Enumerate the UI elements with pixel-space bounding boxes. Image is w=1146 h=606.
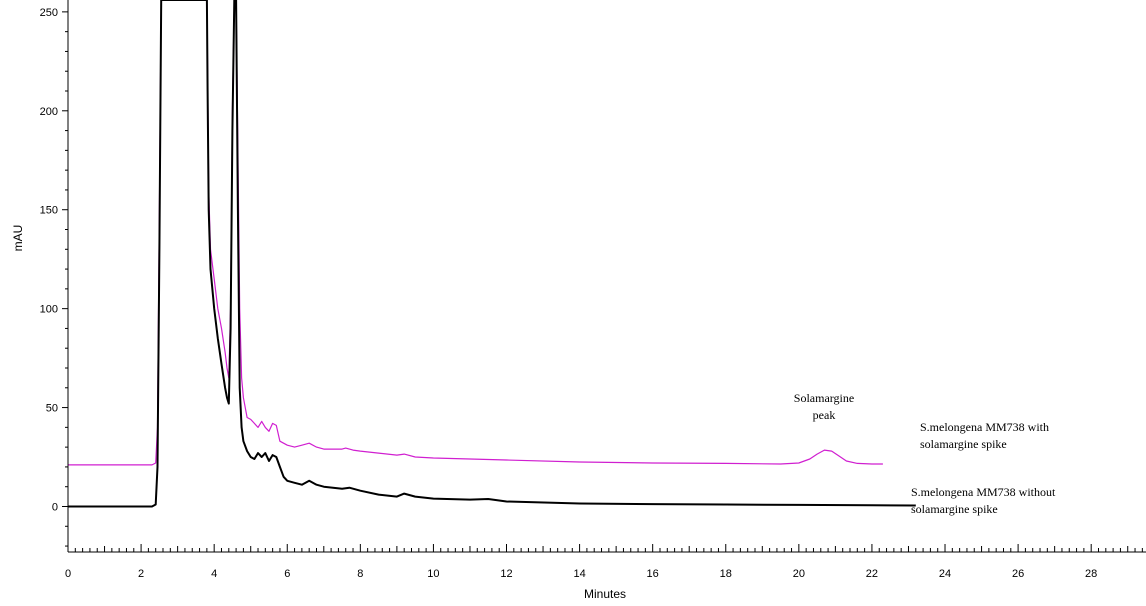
with-spike-label-line2: solamargine spike: [920, 437, 1007, 451]
series-line-0: [68, 0, 883, 466]
y-tick-label: 0: [52, 501, 58, 513]
x-tick-label: 0: [65, 568, 71, 580]
x-tick-label: 2: [138, 568, 144, 580]
x-tick-label: 24: [939, 568, 951, 580]
x-tick-label: 12: [500, 568, 512, 580]
x-tick-label: 6: [284, 568, 290, 580]
y-tick-label: 200: [40, 106, 58, 118]
x-tick-label: 20: [793, 568, 805, 580]
without-spike-label-line2: solamargine spike: [911, 502, 998, 516]
x-tick-label: 28: [1085, 568, 1097, 580]
with-spike-label-line1: S.melongena MM738 with: [920, 420, 1049, 434]
plot-area: [68, 0, 916, 508]
series-line-1: [68, 0, 916, 508]
without-spike-label-line1: S.melongena MM738 without: [911, 485, 1056, 499]
y-tick-label: 250: [40, 7, 58, 19]
solamargine-peak-label-line1: Solamargine: [794, 391, 854, 405]
solamargine-peak-label-line2: peak: [813, 408, 836, 422]
y-tick-label: 100: [40, 304, 58, 316]
x-tick-label: 10: [427, 568, 439, 580]
x-tick-label: 4: [211, 568, 217, 580]
y-tick-label: 50: [46, 403, 58, 415]
x-tick-label: 22: [866, 568, 878, 580]
x-tick-label: 26: [1012, 568, 1024, 580]
x-tick-label: 16: [647, 568, 659, 580]
x-tick-label: 14: [573, 568, 585, 580]
x-axis-title: Minutes: [584, 587, 626, 601]
y-axis-title: mAU: [11, 225, 25, 252]
x-tick-label: 8: [357, 568, 363, 580]
y-tick-label: 150: [40, 205, 58, 217]
x-tick-label: 18: [720, 568, 732, 580]
